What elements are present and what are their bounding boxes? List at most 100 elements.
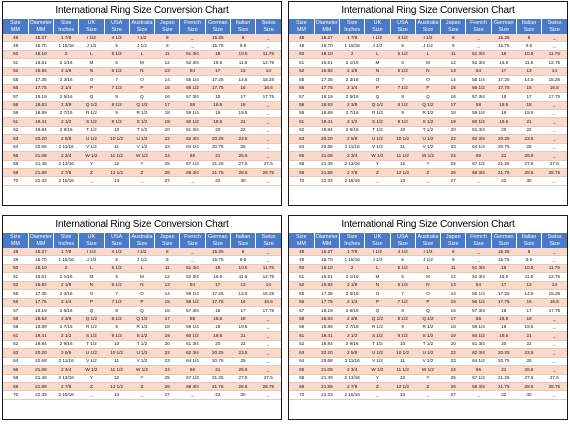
table-row: 51 16.51 2 1/16 M 6 M 12 52 3/4 16.5 11.5 12.75 (289, 272, 567, 282)
table-cell: 2 1/4 (53, 298, 79, 308)
table-cell: 55 1/4 (465, 289, 492, 299)
table-cell: 22 (440, 348, 466, 358)
table-cell: 4 1/2 (390, 34, 416, 43)
table-cell: P (78, 298, 105, 308)
table-cell: U 1/2 (415, 134, 441, 144)
table-cell: 2 5/8 (53, 348, 79, 358)
table-cell: _ (465, 34, 492, 43)
table-cell: 10 (390, 340, 416, 350)
table-row: 62 19.84 2 9/16 T 1/2 10 T 1/2 20 61 3/4 20 22 _ (289, 126, 567, 136)
table-cell: 21 (230, 117, 256, 127)
column-header: French Size (465, 19, 492, 34)
table-cell: 26 (154, 168, 180, 178)
table-cell: 15.25 (541, 289, 567, 299)
table-cell: 62 3/4 (465, 348, 492, 358)
table-cell: 2 3/16 (339, 289, 365, 299)
table-row: 61 19.41 2 1/2 S 1/2 9 1/2 S 1/2 19 60 1/2 19.5 2… (3, 117, 281, 127)
table-cell: 7 1/2 (104, 298, 130, 308)
table-cell: 2 3/4 (339, 365, 365, 375)
table-cell: 17 (154, 315, 180, 324)
column-header: Size MM (289, 233, 315, 248)
table-cell: 22 (154, 348, 180, 358)
table-cell: 26.5 (230, 365, 256, 375)
table-cell: 14.5 (230, 289, 256, 299)
table-cell: 24 (440, 365, 466, 375)
table-cell: 16.10 (28, 50, 54, 60)
table-cell: 18.5 (491, 101, 517, 110)
ring-size-chart: International Ring Size Conversion Chart… (2, 215, 282, 420)
table-cell: 59 (3, 109, 29, 119)
table-cell: 2 11/16 (53, 357, 79, 367)
table-cell: 17.75 (541, 92, 567, 102)
table-cell: 18 (205, 92, 231, 102)
table-cell: 50 (3, 264, 29, 274)
ring-size-chart: International Ring Size Conversion Chart… (2, 1, 282, 206)
table-cell: 28.5 (230, 168, 256, 178)
table-cell: 23.5 (516, 134, 542, 144)
table-cell: 10 1/2 (104, 134, 130, 144)
table-cell: 28.75 (255, 168, 281, 178)
column-header: Japan Size (154, 233, 181, 248)
table-cell: 27.5 (255, 160, 281, 170)
table-cell: 13 (230, 281, 256, 291)
table-cell: Y (364, 374, 391, 384)
table-cell: Y (129, 374, 155, 384)
table-row: 66 21.08 2 3/4 W 1/2 11 1/2 W 1/2 24 66 21 26.5 _ (289, 151, 567, 161)
table-cell: 64 1/4 (179, 143, 206, 153)
table-cell: _ (179, 390, 206, 400)
table-cell: 17.25 (491, 75, 517, 85)
table-row: 48 15.27 1 7/8 I 1/2 4 1/2 I 1/2 8 _ 15.25 8 _ (3, 248, 281, 257)
table-cell: N (415, 67, 441, 77)
table-cell: 16 (440, 306, 466, 316)
table-cell: 68 (289, 374, 315, 384)
column-header: Size Inches (339, 19, 366, 34)
table-cell: 16.10 (28, 264, 54, 274)
table-cell: 9 1/2 (390, 331, 416, 341)
table-cell: O (78, 75, 105, 85)
table-cell: 15.25 (205, 34, 231, 43)
table-cell: 21 (205, 365, 231, 375)
table-cell: 2 1/16 (339, 272, 365, 282)
table-row: 61 19.41 2 1/2 S 1/2 9 1/2 S 1/2 19 60 1/2 19.5 2… (289, 117, 567, 127)
table-cell: 16.5 (255, 84, 281, 94)
table-cell: 1 7/8 (53, 248, 79, 257)
table-cell: 7 (104, 75, 130, 85)
table-cell: 57 (3, 306, 29, 316)
table-cell: _ (541, 134, 567, 144)
table-cell: 11.75 (541, 264, 567, 274)
table-cell: 19.5 (205, 331, 231, 341)
table-cell: 11.75 (255, 50, 281, 60)
table-cell: 17.25 (491, 289, 517, 299)
table-cell: 2 13/16 (53, 374, 79, 384)
table-cell: 16.51 (28, 58, 54, 68)
table-cell: 28.75 (541, 168, 567, 178)
table-cell: 11 1/2 (104, 151, 130, 161)
table-cell: 51 3/4 (465, 50, 492, 60)
table-cell: 22.33 (28, 176, 54, 186)
table-cell: U 1/2 (129, 134, 155, 144)
table-cell: 21.08 (28, 365, 54, 375)
table-cell: 64 (3, 357, 29, 367)
table-cell: 56 1/2 (465, 298, 492, 308)
table-cell: W 1/2 (78, 365, 105, 375)
table-cell: P (415, 84, 441, 94)
table-cell: 67 1/2 (179, 374, 206, 384)
table-cell: _ (255, 357, 281, 367)
table-cell: 2 13/16 (339, 160, 365, 170)
table-cell: 20.68 (314, 357, 340, 367)
table-cell: 8 1/2 (390, 315, 416, 324)
table-cell: N (78, 281, 105, 291)
table-cell: 2 11/16 (339, 143, 365, 153)
column-header: German Size (491, 233, 517, 248)
table-cell: Q 1/2 (364, 101, 391, 110)
table-cell: Z (78, 168, 105, 178)
table-cell: 8 1/2 (104, 315, 130, 324)
table-cell: N (364, 281, 391, 291)
table-cell: Y (415, 160, 441, 170)
table-cell: 63 (3, 348, 29, 358)
column-header: UK Size (78, 233, 105, 248)
table-cell: 61 (289, 331, 315, 341)
table-cell: 7 (390, 75, 416, 85)
column-header: Swiss Size (255, 233, 281, 248)
